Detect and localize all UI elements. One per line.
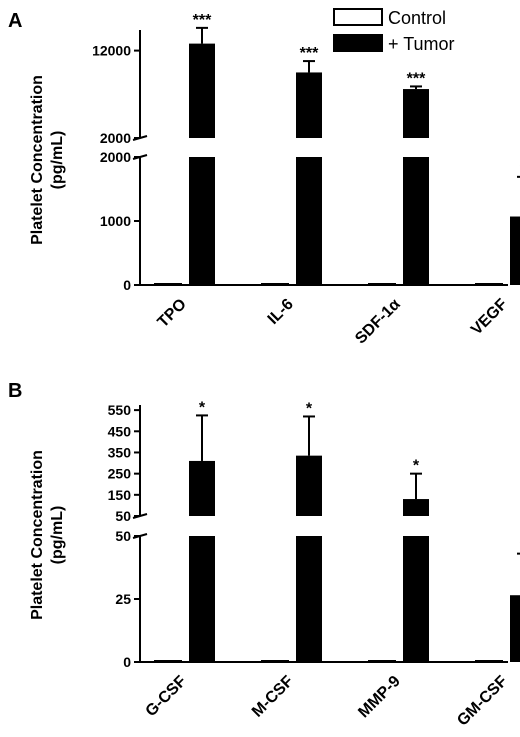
panel-b-bar-tumor-upper [296,455,322,516]
panel-b-significance-label: * [413,458,420,475]
panel-b-category-label: MMP-9 [355,673,404,722]
panel-b: B Platelet Concentration (pg/mL) 0 25 50 50… [8,380,520,729]
panel-b-category-label: GM-CSF [454,673,511,730]
panel-a-bar-tumor-upper [296,72,322,138]
panel-a-label: A [8,10,22,32]
panel-b-bar-tumor-upper [189,460,215,516]
panel-b-bar-tumor-lower [403,536,429,662]
panel-a-bar-tumor-upper [403,89,429,138]
panel-b-upper-tick-label: 150 [108,487,132,503]
panel-a-bar-control [154,283,182,286]
legend-label-control: Control [388,8,446,28]
panel-b-label: B [8,380,22,402]
panel-a-upper-tick-label: 2000 [100,130,131,146]
panel-a-bar-tumor [510,216,520,285]
panel-b-significance-label: * [199,399,206,416]
panel-a-bar-tumor-upper [189,43,215,138]
panel-a-lower-tick-label: 1000 [100,213,131,229]
panel-a-category-label: SDF-1α [352,296,404,348]
panel-a-bar-tumor-lower [403,157,429,285]
panel-b-bar-control [368,660,396,663]
legend-swatch-tumor [333,34,383,52]
panel-a-category-label: IL-6 [265,296,297,328]
panel-b-bars: *G-CSF*M-CSF*MMP-9*GM-CSF [143,399,520,729]
panel-b-significance-label: * [306,400,313,417]
panel-b-upper-tick-label: 550 [108,402,132,418]
panel-a-significance-label: *** [300,45,319,62]
panel-a-category-label: VEGF [468,296,511,339]
panel-a-lower-tick-label: 0 [123,277,131,293]
panel-a-ticks: 0 1000 2000 2000 12000 [92,43,140,293]
panel-a-significance-label: *** [407,70,426,87]
panel-b-bar-tumor [510,595,520,662]
panel-b-ylabel-line2: (pg/mL) [49,506,66,565]
panel-a-bar-tumor-lower [296,157,322,285]
panel-a-lower-tick-label: 2000 [100,149,131,165]
panel-b-category-label: M-CSF [249,673,297,721]
panel-b-bar-tumor-lower [189,536,215,662]
panel-b-upper-tick-label: 350 [108,444,132,460]
panel-b-lower-tick-label: 0 [123,654,131,670]
panel-b-ticks: 0 25 50 50 150 250 350 450 550 [108,402,140,670]
panel-b-ylabel-line1: Platelet Concentration [29,450,46,620]
panel-a-significance-label: *** [193,12,212,29]
panel-a-ylabel-line2: (pg/mL) [49,131,66,190]
panel-b-lower-tick-label: 50 [115,528,131,544]
legend-swatch-control [333,8,383,26]
panel-a-bar-control [261,283,289,286]
panel-b-bar-control [261,660,289,663]
panel-a-bar-control [368,283,396,286]
legend: Control + Tumor [333,8,455,54]
panel-a: A Platelet Concentration (pg/mL) 0 1000 20… [8,10,520,347]
panel-a-bars: ***TPO***IL-6***SDF-1α*VEGF [154,12,520,348]
panel-b-upper-tick-label: 450 [108,423,132,439]
panel-b-bar-control [154,660,182,663]
panel-b-upper-tick-label: 250 [108,466,132,482]
panel-b-category-label: G-CSF [143,673,190,720]
panel-a-bar-tumor-lower [189,157,215,285]
panel-a-ylabel-line1: Platelet Concentration [29,75,46,245]
panel-b-lower-tick-label: 25 [115,591,131,607]
panel-a-category-label: TPO [155,296,190,331]
panel-b-bar-tumor-lower [296,536,322,662]
panel-b-bar-tumor-upper [403,499,429,516]
panel-a-bar-control [475,283,503,286]
panel-b-bar-control [475,660,503,663]
panel-b-upper-tick-label: 50 [115,508,131,524]
panel-a-upper-tick-label: 12000 [92,43,131,59]
legend-label-tumor: + Tumor [388,34,455,54]
